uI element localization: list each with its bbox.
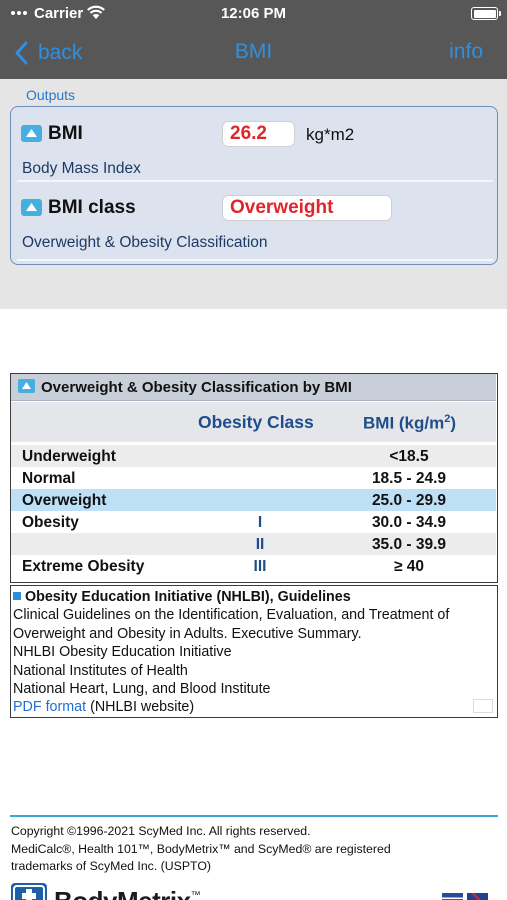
signal-dots-icon (11, 9, 31, 17)
reference-line: National Heart, Lung, and Blood Institut… (13, 681, 271, 698)
row-bmi: 25.0 - 29.9 (371, 492, 447, 509)
references-box: Obesity Education Initiative (NHLBI), Gu… (10, 585, 498, 718)
outputs-box: BMI 26.2 kg*m2 Body Mass Index BMI class… (10, 106, 498, 265)
flag-icon[interactable] (442, 893, 463, 900)
brand-trademark: ™ (190, 890, 201, 900)
back-button[interactable]: back (14, 38, 82, 68)
reference-line: Overweight and Obesity in Adults. Execut… (13, 625, 362, 642)
navigation-bar: back BMI info (0, 28, 507, 79)
footer-line: MediCalc®, Health 101™, BodyMetrix™ and … (11, 841, 391, 856)
footer-line: Copyright ©1996-2021 ScyMed Inc. All rig… (11, 824, 311, 838)
reference-line: National Institutes of Health (13, 662, 188, 679)
row-class: I (257, 514, 263, 531)
output-bmi-class: BMI class Overweight Overweight & Obesit… (11, 182, 496, 262)
battery-icon (471, 7, 501, 20)
page-title: BMI (234, 40, 273, 63)
output-bmi: BMI 26.2 kg*m2 Body Mass Index (11, 107, 496, 181)
row-label: Normal (22, 470, 76, 487)
bmi-value-field[interactable]: 26.2 (222, 121, 295, 147)
table-row: II 35.0 - 39.9 (11, 533, 496, 555)
bodymetrix-logo-icon (11, 883, 47, 900)
table-row: Extreme Obesity III ≥ 40 (11, 555, 496, 577)
outputs-label: Outputs (26, 87, 76, 103)
flag-icon[interactable] (467, 893, 488, 900)
row-class: III (253, 558, 267, 575)
reference-line: Clinical Guidelines on the Identificatio… (13, 607, 450, 624)
column-header-obesity-class: Obesity Class (198, 412, 314, 432)
column-header-bmi: BMI (kg/m2) (363, 413, 456, 434)
table-row: Obesity I 30.0 - 34.9 (11, 511, 496, 533)
reference-title-line: Obesity Education Initiative (NHLBI), Gu… (13, 588, 497, 606)
column-header-bmi-close: ) (450, 413, 457, 433)
bmi-unit: kg*m2 (306, 125, 355, 144)
brand-text: BodyMetrix (54, 886, 191, 900)
bmi-class-label: BMI class (48, 197, 136, 218)
bmi-class-value-field[interactable]: Overweight (222, 195, 392, 221)
back-label: back (38, 41, 83, 64)
row-label: Underweight (22, 448, 116, 465)
chevron-left-icon (15, 41, 28, 65)
brand-name: BodyMetrix™ (54, 883, 201, 900)
reference-line: NHLBI Obesity Education Initiative (13, 644, 232, 661)
carrier-label: Carrier (34, 5, 84, 22)
classification-header[interactable]: Overweight & Obesity Classification by B… (11, 374, 496, 401)
table-row-highlighted: Overweight 25.0 - 29.9 (11, 489, 496, 511)
bmi-class-expand-button[interactable] (21, 199, 42, 216)
row-label: Extreme Obesity (22, 558, 145, 575)
wifi-icon (87, 5, 105, 19)
bmi-description: Body Mass Index (22, 160, 141, 177)
table-column-headers: Obesity Class BMI (kg/m2) (11, 402, 496, 442)
column-header-bmi-superscript: 2 (444, 413, 451, 425)
column-header-bmi-text: BMI (kg/m (363, 413, 445, 433)
footer-divider (10, 815, 498, 817)
reference-title: Obesity Education Initiative (NHLBI), Gu… (25, 589, 351, 605)
bmi-class-description: Overweight & Obesity Classification (22, 234, 268, 251)
square-bullet-icon (13, 592, 21, 600)
triangle-up-icon (22, 382, 31, 389)
corner-box (473, 699, 493, 713)
footer-copyright: Copyright ©1996-2021 ScyMed Inc. All rig… (11, 823, 391, 876)
reference-link-line: PDF format (NHLBI website) (13, 698, 497, 716)
status-bar: Carrier 12:06 PM (0, 0, 507, 28)
top-bar: Carrier 12:06 PM back BMI info (0, 0, 507, 79)
triangle-up-icon (26, 129, 37, 137)
row-label: Overweight (22, 492, 107, 509)
output-divider (17, 259, 493, 261)
row-bmi: 18.5 - 24.9 (371, 470, 447, 487)
output-divider (17, 180, 493, 182)
outputs-section: Outputs BMI 26.2 kg*m2 Body Mass Index B… (0, 79, 507, 309)
row-label: Obesity (22, 514, 79, 531)
pdf-format-link[interactable]: PDF format (13, 699, 87, 716)
table-row: Normal 18.5 - 24.9 (11, 467, 496, 489)
row-bmi: <18.5 (389, 448, 429, 465)
bodymetrix-logo: BodyMetrix™ (11, 883, 201, 900)
classification-table: Overweight & Obesity Classification by B… (10, 373, 498, 583)
table-row: Underweight <18.5 (11, 445, 496, 467)
classification-title: Overweight & Obesity Classification by B… (41, 379, 352, 396)
pdf-link-suffix: (NHLBI website) (86, 699, 195, 716)
bmi-label: BMI (48, 123, 83, 144)
row-class: II (255, 536, 265, 553)
language-flags (442, 893, 492, 900)
footer-line: trademarks of ScyMed Inc. (USPTO) (11, 859, 211, 873)
row-bmi: 30.0 - 34.9 (371, 514, 447, 531)
info-button[interactable]: info (449, 40, 483, 63)
classification-collapse-button[interactable] (18, 379, 35, 393)
row-bmi: 35.0 - 39.9 (371, 536, 447, 553)
row-bmi: ≥ 40 (393, 558, 425, 575)
triangle-up-icon (26, 203, 37, 211)
bmi-expand-button[interactable] (21, 125, 42, 142)
clock: 12:06 PM (220, 5, 287, 22)
